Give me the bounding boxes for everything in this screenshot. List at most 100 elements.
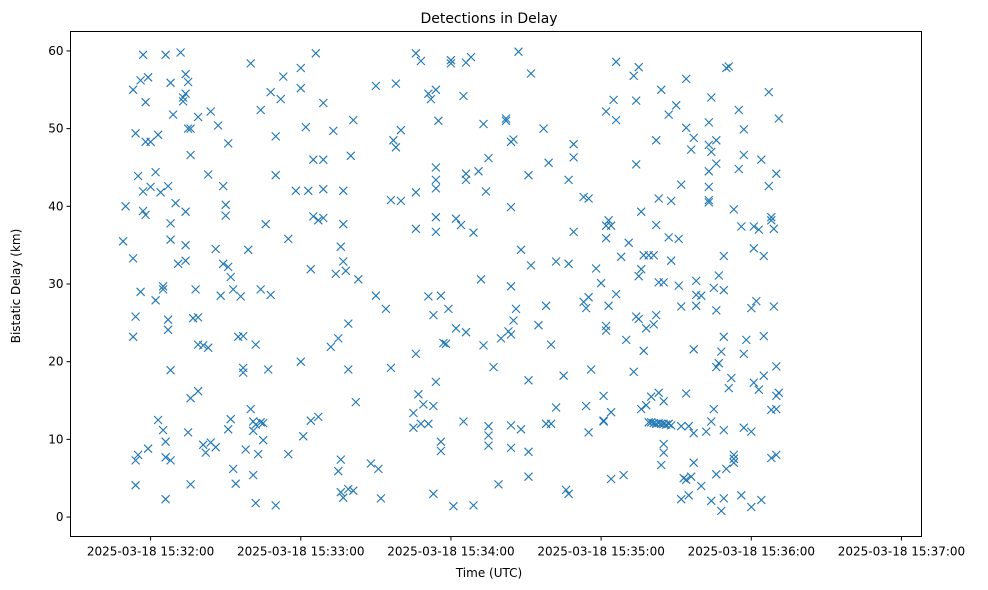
- data-point: [166, 78, 175, 88]
- data-point: [524, 447, 533, 457]
- data-point: [333, 466, 343, 476]
- data-point: [734, 164, 744, 174]
- data-point: [451, 214, 461, 224]
- y-axis-label: Bistatic Delay (km): [9, 229, 23, 344]
- data-point: [639, 346, 649, 356]
- data-point: [161, 437, 170, 447]
- data-point: [301, 122, 311, 132]
- data-point: [544, 158, 553, 168]
- data-point: [391, 79, 401, 88]
- data-point: [178, 93, 188, 102]
- data-point: [226, 414, 236, 424]
- data-point: [396, 196, 406, 206]
- data-point: [141, 137, 150, 147]
- data-point: [151, 167, 160, 177]
- data-point: [709, 283, 719, 293]
- data-point: [596, 278, 606, 288]
- data-point: [684, 421, 694, 431]
- data-point: [641, 323, 651, 333]
- data-point: [429, 401, 438, 411]
- data-point: [251, 420, 261, 429]
- y-tick-label: 30: [48, 277, 63, 291]
- y-tick-label: 0: [56, 510, 64, 524]
- data-point: [218, 181, 228, 191]
- data-point: [276, 94, 286, 104]
- data-point: [226, 272, 236, 282]
- data-point: [774, 114, 784, 123]
- data-point: [749, 222, 759, 231]
- data-point: [636, 404, 646, 414]
- data-point: [161, 494, 170, 504]
- data-point: [351, 397, 361, 407]
- data-point: [198, 341, 208, 350]
- data-point: [374, 464, 383, 474]
- data-point: [193, 313, 203, 322]
- data-point: [228, 464, 238, 474]
- data-point: [739, 150, 749, 160]
- data-point: [516, 424, 526, 434]
- data-point: [709, 404, 719, 414]
- data-point: [551, 403, 561, 412]
- x-tick-label: 2025-03-18 15:34:00: [387, 545, 514, 559]
- data-point: [424, 419, 433, 429]
- data-point: [163, 181, 173, 191]
- y-tick-label: 20: [48, 355, 63, 369]
- data-point: [253, 449, 263, 459]
- data-point: [198, 440, 208, 450]
- data-point: [541, 301, 551, 311]
- data-point: [726, 373, 736, 383]
- data-point: [138, 50, 148, 60]
- data-point: [666, 196, 676, 206]
- data-point: [136, 287, 145, 297]
- data-point: [343, 365, 353, 374]
- data-point: [318, 155, 328, 165]
- data-point: [611, 57, 621, 67]
- data-point: [211, 442, 221, 452]
- data-point: [449, 501, 458, 511]
- data-point: [641, 400, 651, 410]
- data-point: [696, 481, 706, 491]
- data-point: [166, 219, 175, 228]
- data-point: [681, 475, 691, 485]
- data-point: [686, 472, 696, 482]
- data-point: [143, 72, 153, 82]
- data-point: [386, 363, 396, 373]
- data-point: [679, 473, 689, 483]
- data-point: [734, 105, 744, 115]
- data-point: [223, 139, 233, 148]
- data-point: [646, 392, 656, 402]
- data-point: [431, 377, 441, 387]
- data-point: [724, 383, 734, 393]
- data-point: [248, 426, 258, 436]
- x-tick-label: 2025-03-18 15:36:00: [688, 545, 815, 559]
- data-point: [156, 187, 165, 197]
- data-point: [338, 186, 348, 196]
- data-point: [621, 335, 631, 345]
- data-point: [168, 110, 178, 119]
- data-point: [128, 85, 138, 95]
- data-point: [178, 97, 188, 106]
- data-point: [461, 175, 471, 185]
- data-point: [671, 100, 681, 110]
- data-point: [238, 368, 248, 377]
- data-point: [611, 115, 621, 125]
- data-point: [664, 233, 674, 242]
- x-tick-label: 2025-03-18 15:37:00: [838, 545, 965, 559]
- data-point: [166, 235, 175, 245]
- data-point: [686, 145, 696, 154]
- data-point: [739, 423, 749, 433]
- data-point: [636, 207, 646, 217]
- data-point: [193, 112, 203, 122]
- data-point: [721, 63, 731, 73]
- data-point: [766, 212, 776, 222]
- data-point: [163, 315, 173, 325]
- data-point: [711, 306, 721, 315]
- data-point: [759, 331, 769, 341]
- data-point: [704, 198, 714, 207]
- data-point: [466, 52, 476, 62]
- data-point: [719, 285, 729, 295]
- data-point: [176, 48, 185, 57]
- data-point: [271, 501, 281, 510]
